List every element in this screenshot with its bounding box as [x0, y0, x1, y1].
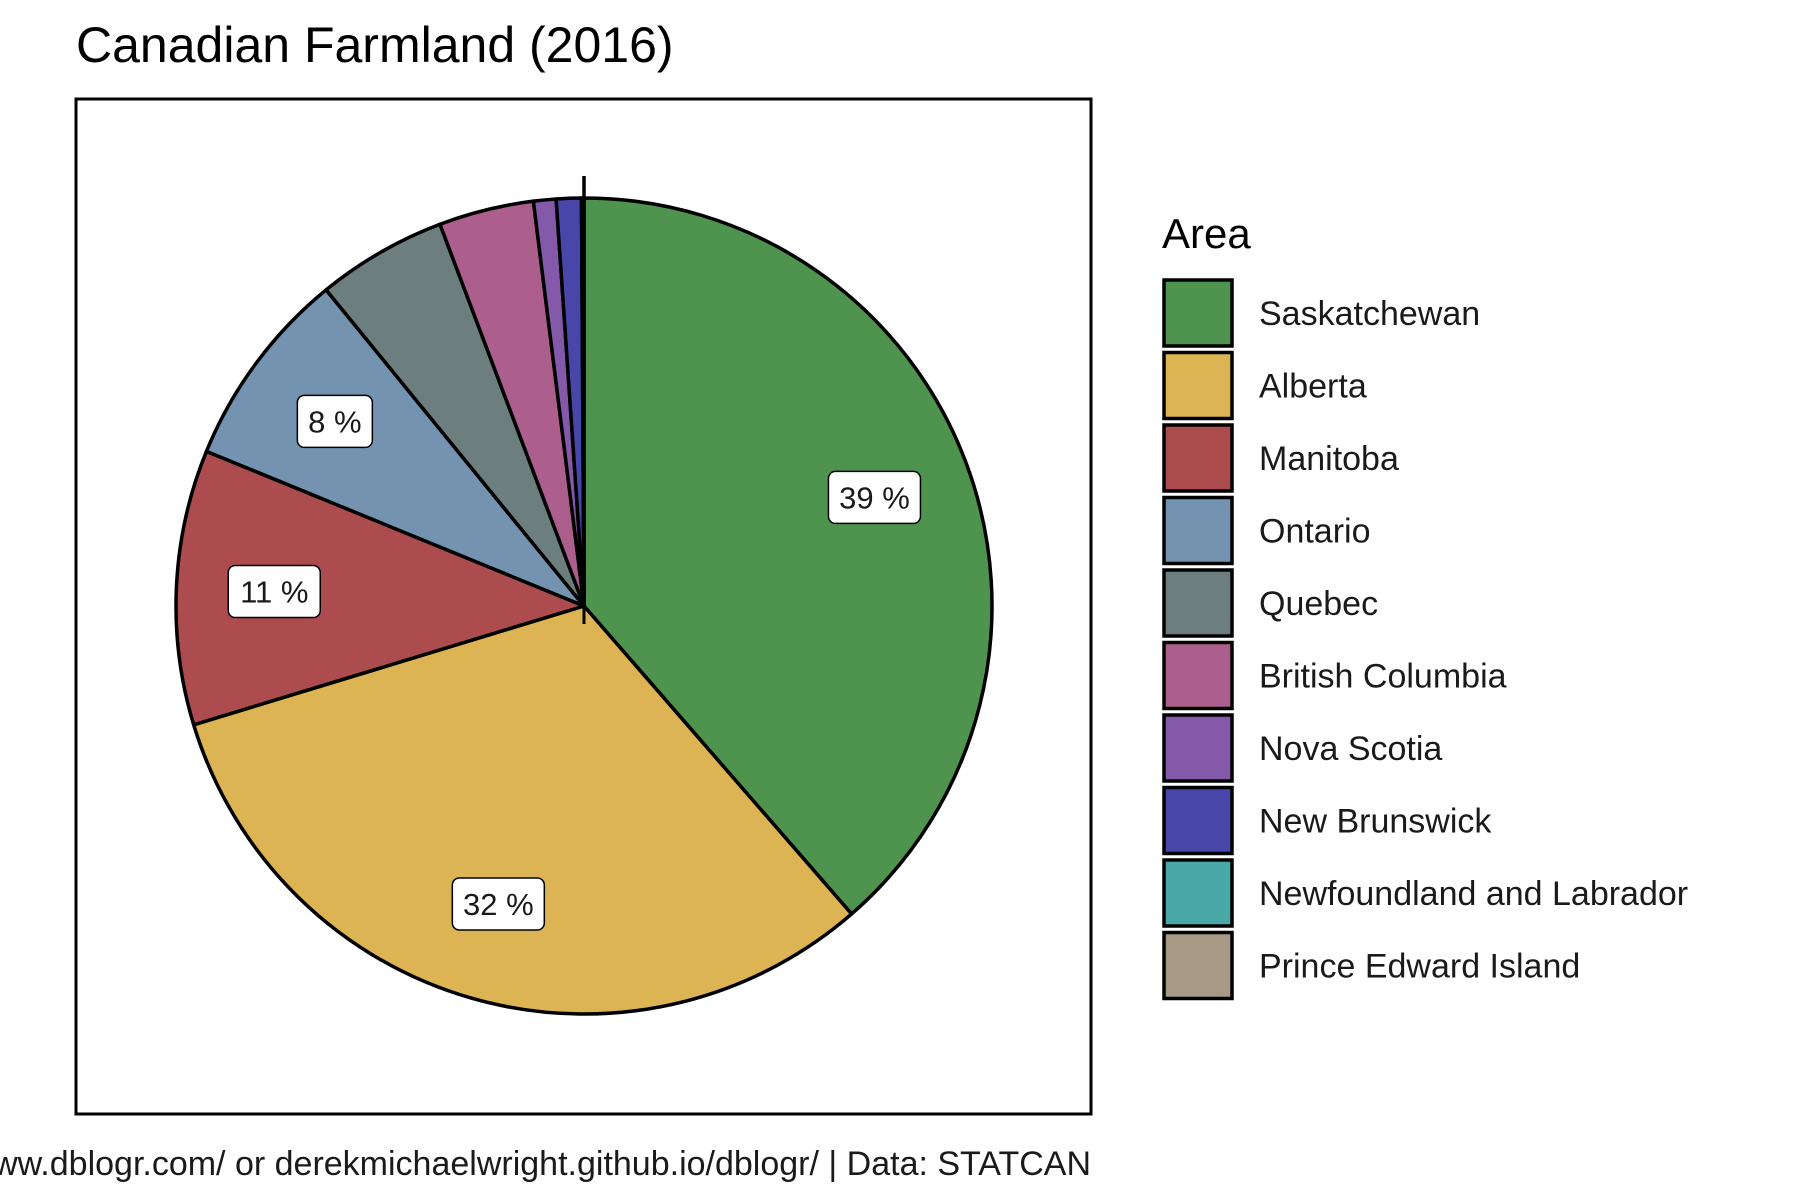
data-label-manitoba: 11 % [227, 564, 322, 619]
legend-label: Quebec [1259, 585, 1378, 623]
legend-label: Newfoundland and Labrador [1259, 875, 1688, 913]
legend-label: Alberta [1259, 368, 1367, 406]
legend: Saskatchewan Alberta Manitoba Ontario Quebec… [1162, 278, 1688, 1001]
legend-key [1162, 568, 1234, 638]
legend-key [1162, 278, 1234, 348]
legend-key [1162, 785, 1234, 856]
legend-key [1162, 713, 1234, 783]
pie-slice-prince-edward-island [580, 196, 586, 608]
legend-item-prince-edward-island: Prince Edward Island [1162, 930, 1580, 1001]
legend-item-quebec: Quebec [1162, 568, 1378, 638]
legend-label: Prince Edward Island [1259, 948, 1580, 986]
legend-key [1162, 930, 1234, 1001]
legend-label: New Brunswick [1259, 803, 1492, 841]
legend-label: Nova Scotia [1259, 730, 1442, 768]
legend-key [1162, 423, 1234, 493]
legend-label: Ontario [1259, 513, 1371, 551]
data-label-box [451, 877, 546, 931]
legend-label: Saskatchewan [1259, 295, 1480, 333]
data-label-ontario: 8 % [296, 394, 374, 449]
legend-key [1162, 640, 1234, 711]
data-label-text: 8 % [308, 404, 361, 439]
pie-slice-alberta [191, 604, 854, 1016]
legend-item-nova-scotia: Nova Scotia [1162, 713, 1442, 783]
legend-item-manitoba: Manitoba [1162, 423, 1399, 493]
chart-caption: www.dblogr.com/ or derekmichaelwright.gi… [0, 1145, 1091, 1183]
data-label-box [296, 394, 374, 449]
legend-item-newfoundland-and-labrador: Newfoundland and Labrador [1162, 858, 1688, 928]
data-label-saskatchewan: 39 % [827, 470, 922, 525]
legend-item-new-brunswick: New Brunswick [1162, 785, 1492, 856]
pie-chart [174, 176, 994, 1016]
pie-slice-ontario [204, 288, 586, 608]
data-label-box [227, 564, 322, 619]
pie-data-labels: 39 % 32 % 11 % 8 % [227, 394, 922, 931]
legend-label: British Columbia [1259, 658, 1507, 696]
data-label-alberta: 32 % [451, 877, 546, 931]
legend-title: Area [1162, 210, 1251, 257]
pie-slice-saskatchewan [582, 196, 994, 916]
data-label-text: 11 % [240, 575, 308, 610]
legend-key [1162, 858, 1234, 928]
legend-item-saskatchewan: Saskatchewan [1162, 278, 1480, 348]
data-label-box [827, 470, 922, 525]
legend-item-ontario: Ontario [1162, 495, 1371, 566]
data-label-text: 32 % [463, 887, 534, 922]
data-label-text: 39 % [839, 480, 910, 515]
legend-item-british-columbia: British Columbia [1162, 640, 1507, 711]
legend-key [1162, 495, 1234, 566]
legend-label: Manitoba [1259, 440, 1399, 478]
legend-key [1162, 350, 1234, 421]
chart-title: Canadian Farmland (2016) [76, 17, 674, 73]
pie-slice-manitoba [174, 449, 586, 727]
legend-item-alberta: Alberta [1162, 350, 1367, 421]
